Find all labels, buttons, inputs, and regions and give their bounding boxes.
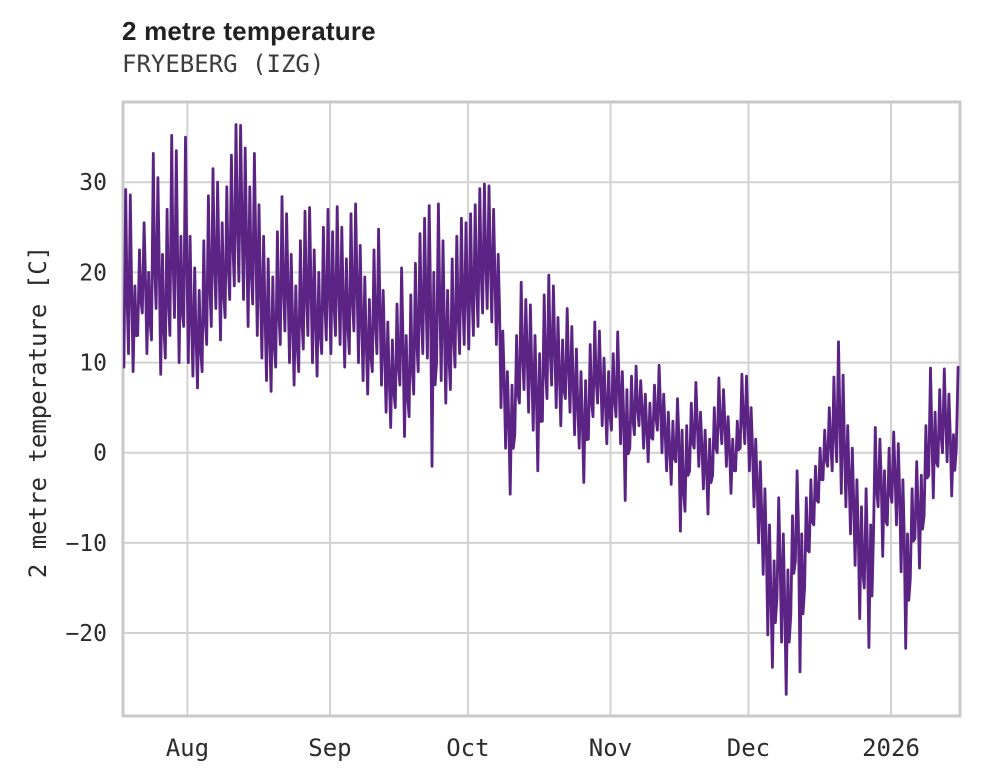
y-tick-label: 10 (79, 351, 107, 377)
y-tick-label: 30 (79, 170, 107, 196)
y-tick-label: −10 (65, 531, 107, 557)
x-tick-label: Nov (589, 734, 632, 762)
y-tick-label: 20 (79, 260, 107, 286)
plot-border (121, 100, 962, 718)
chart-title: 2 metre temperature (122, 16, 376, 46)
x-tick-label: 2026 (862, 734, 920, 762)
x-tick-label: Oct (446, 734, 489, 762)
chart-subtitle: FRYEBERG (IZG) (122, 50, 325, 78)
x-tick-label: Aug (166, 734, 209, 762)
y-tick-label: −20 (65, 621, 107, 647)
x-tick-label: Dec (727, 734, 770, 762)
x-tick-label: Sep (308, 734, 351, 762)
y-tick-label: 0 (93, 441, 107, 467)
temperature-line (123, 123, 960, 696)
